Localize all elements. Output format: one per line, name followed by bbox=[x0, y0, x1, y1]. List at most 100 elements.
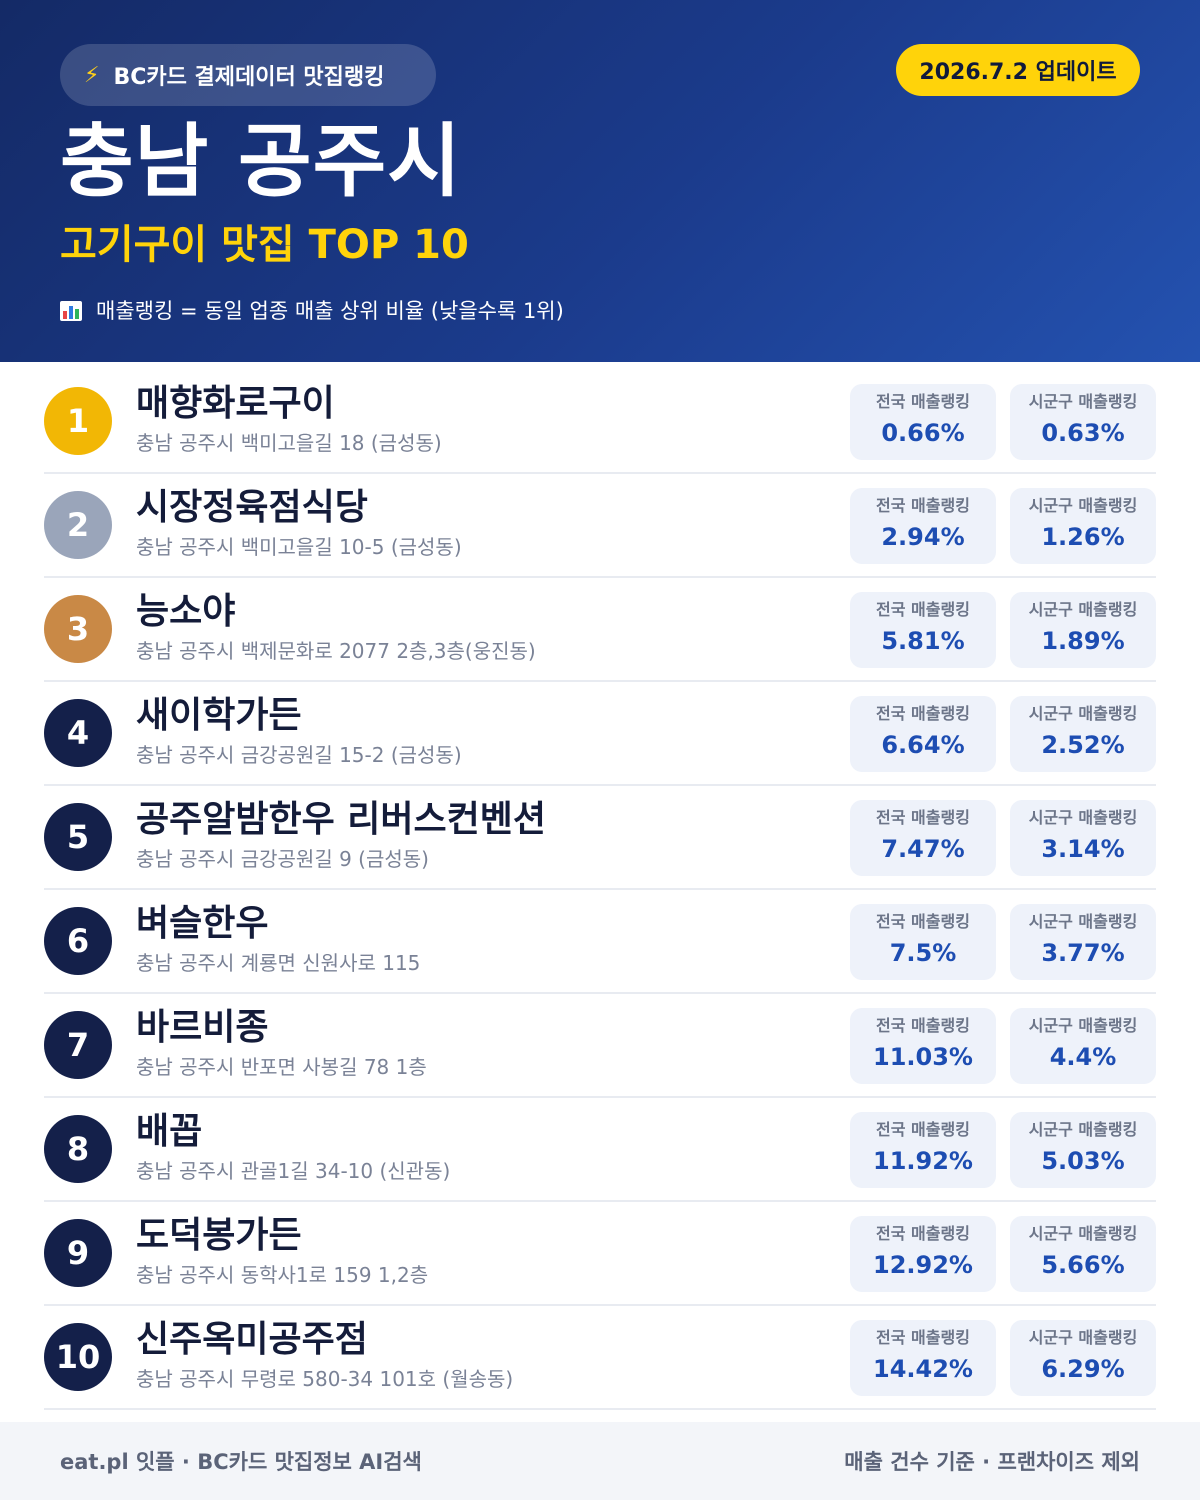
local-rank-value: 6.29% bbox=[1041, 1355, 1125, 1383]
list-item[interactable]: 3 능소야 충남 공주시 백제문화로 2077 2층,3층(웅진동) 전국 매출… bbox=[44, 578, 1156, 682]
restaurant-name: 시장정육점식당 bbox=[136, 487, 368, 528]
local-rank-card: 시군구 매출랭킹 3.77% bbox=[1010, 904, 1156, 980]
rank-badge: 10 bbox=[44, 1323, 112, 1391]
national-rank-label: 전국 매출랭킹 bbox=[876, 1016, 970, 1035]
restaurant-address: 충남 공주시 동학사1로 159 1,2층 bbox=[136, 1263, 429, 1287]
national-rank-value: 2.94% bbox=[881, 523, 965, 551]
local-rank-card: 시군구 매출랭킹 5.66% bbox=[1010, 1216, 1156, 1292]
restaurant-address: 충남 공주시 반포면 사봉길 78 1층 bbox=[136, 1055, 427, 1079]
national-rank-card: 전국 매출랭킹 12.92% bbox=[850, 1216, 996, 1292]
local-rank-label: 시군구 매출랭킹 bbox=[1028, 392, 1138, 411]
update-badge: 2026.7.2 업데이트 bbox=[896, 44, 1140, 96]
national-rank-value: 12.92% bbox=[873, 1251, 973, 1279]
restaurant-name: 새이학가든 bbox=[136, 695, 302, 736]
list-item[interactable]: 1 매향화로구이 충남 공주시 백미고을길 18 (금성동) 전국 매출랭킹 0… bbox=[44, 370, 1156, 474]
restaurant-name: 벼슬한우 bbox=[136, 903, 269, 944]
footer-criteria: 매출 건수 기준 · 프랜차이즈 제외 bbox=[844, 1450, 1140, 1474]
local-rank-label: 시군구 매출랭킹 bbox=[1028, 496, 1138, 515]
national-rank-card: 전국 매출랭킹 11.03% bbox=[850, 1008, 996, 1084]
local-rank-value: 1.89% bbox=[1041, 627, 1125, 655]
national-rank-card: 전국 매출랭킹 14.42% bbox=[850, 1320, 996, 1396]
list-item[interactable]: 10 신주옥미공주점 충남 공주시 무령로 580-34 101호 (월송동) … bbox=[44, 1306, 1156, 1410]
list-item[interactable]: 5 공주알밤한우 리버스컨벤션 충남 공주시 금강공원길 9 (금성동) 전국 … bbox=[44, 786, 1156, 890]
brand-label: BC카드 결제데이터 맛집랭킹 bbox=[113, 65, 385, 90]
local-rank-value: 5.66% bbox=[1041, 1251, 1125, 1279]
national-rank-value: 7.47% bbox=[881, 835, 965, 863]
rank-badge: 4 bbox=[44, 699, 112, 767]
restaurant-name: 배꼽 bbox=[136, 1111, 203, 1152]
local-rank-value: 0.63% bbox=[1041, 419, 1125, 447]
national-rank-label: 전국 매출랭킹 bbox=[876, 1328, 970, 1347]
local-rank-label: 시군구 매출랭킹 bbox=[1028, 808, 1138, 827]
local-rank-label: 시군구 매출랭킹 bbox=[1028, 1120, 1138, 1139]
ranking-note-text: 매출랭킹 = 동일 업종 매출 상위 비율 (낮을수록 1위) bbox=[96, 299, 564, 323]
bar-chart-icon bbox=[60, 301, 82, 321]
local-rank-card: 시군구 매출랭킹 0.63% bbox=[1010, 384, 1156, 460]
local-rank-value: 3.14% bbox=[1041, 835, 1125, 863]
national-rank-label: 전국 매출랭킹 bbox=[876, 496, 970, 515]
restaurant-address: 충남 공주시 백미고을길 10-5 (금성동) bbox=[136, 535, 462, 559]
local-rank-value: 3.77% bbox=[1041, 939, 1125, 967]
national-rank-value: 11.03% bbox=[873, 1043, 973, 1071]
national-rank-card: 전국 매출랭킹 6.64% bbox=[850, 696, 996, 772]
lightning-icon: ⚡ bbox=[84, 62, 100, 88]
local-rank-label: 시군구 매출랭킹 bbox=[1028, 1016, 1138, 1035]
national-rank-card: 전국 매출랭킹 0.66% bbox=[850, 384, 996, 460]
national-rank-label: 전국 매출랭킹 bbox=[876, 808, 970, 827]
rank-badge: 6 bbox=[44, 907, 112, 975]
restaurant-name: 신주옥미공주점 bbox=[136, 1319, 368, 1360]
list-item[interactable]: 9 도덕봉가든 충남 공주시 동학사1로 159 1,2층 전국 매출랭킹 12… bbox=[44, 1202, 1156, 1306]
national-rank-card: 전국 매출랭킹 7.47% bbox=[850, 800, 996, 876]
national-rank-value: 11.92% bbox=[873, 1147, 973, 1175]
national-rank-card: 전국 매출랭킹 5.81% bbox=[850, 592, 996, 668]
restaurant-name: 능소야 bbox=[136, 591, 236, 632]
restaurant-name: 공주알밤한우 리버스컨벤션 bbox=[136, 799, 546, 840]
page-subtitle: 고기구이 맛집 TOP 10 bbox=[60, 222, 469, 268]
national-rank-card: 전국 매출랭킹 11.92% bbox=[850, 1112, 996, 1188]
restaurant-address: 충남 공주시 백제문화로 2077 2층,3층(웅진동) bbox=[136, 639, 536, 663]
rank-badge: 2 bbox=[44, 491, 112, 559]
list-item[interactable]: 4 새이학가든 충남 공주시 금강공원길 15-2 (금성동) 전국 매출랭킹 … bbox=[44, 682, 1156, 786]
local-rank-card: 시군구 매출랭킹 1.89% bbox=[1010, 592, 1156, 668]
footer: eat.pl 잇플 · BC카드 맛집정보 AI검색 매출 건수 기준 · 프랜… bbox=[0, 1422, 1200, 1500]
restaurant-address: 충남 공주시 관골1길 34-10 (신관동) bbox=[136, 1159, 451, 1183]
restaurant-name: 바르비종 bbox=[136, 1007, 269, 1048]
restaurant-address: 충남 공주시 백미고을길 18 (금성동) bbox=[136, 431, 442, 455]
national-rank-label: 전국 매출랭킹 bbox=[876, 912, 970, 931]
national-rank-label: 전국 매출랭킹 bbox=[876, 1224, 970, 1243]
local-rank-card: 시군구 매출랭킹 2.52% bbox=[1010, 696, 1156, 772]
national-rank-value: 7.5% bbox=[889, 939, 957, 967]
restaurant-address: 충남 공주시 계룡면 신원사로 115 bbox=[136, 951, 421, 975]
list-item[interactable]: 2 시장정육점식당 충남 공주시 백미고을길 10-5 (금성동) 전국 매출랭… bbox=[44, 474, 1156, 578]
local-rank-card: 시군구 매출랭킹 4.4% bbox=[1010, 1008, 1156, 1084]
national-rank-label: 전국 매출랭킹 bbox=[876, 1120, 970, 1139]
header: ⚡ BC카드 결제데이터 맛집랭킹 2026.7.2 업데이트 충남 공주시 고… bbox=[0, 0, 1200, 362]
local-rank-card: 시군구 매출랭킹 5.03% bbox=[1010, 1112, 1156, 1188]
rank-badge: 3 bbox=[44, 595, 112, 663]
list-item[interactable]: 7 바르비종 충남 공주시 반포면 사봉길 78 1층 전국 매출랭킹 11.0… bbox=[44, 994, 1156, 1098]
restaurant-address: 충남 공주시 금강공원길 15-2 (금성동) bbox=[136, 743, 462, 767]
national-rank-label: 전국 매출랭킹 bbox=[876, 392, 970, 411]
local-rank-label: 시군구 매출랭킹 bbox=[1028, 704, 1138, 723]
list-item[interactable]: 8 배꼽 충남 공주시 관골1길 34-10 (신관동) 전국 매출랭킹 11.… bbox=[44, 1098, 1156, 1202]
rank-badge: 5 bbox=[44, 803, 112, 871]
brand-pill: ⚡ BC카드 결제데이터 맛집랭킹 bbox=[60, 44, 436, 106]
national-rank-card: 전국 매출랭킹 7.5% bbox=[850, 904, 996, 980]
local-rank-value: 5.03% bbox=[1041, 1147, 1125, 1175]
ranking-note: 매출랭킹 = 동일 업종 매출 상위 비율 (낮을수록 1위) bbox=[60, 296, 564, 326]
rank-badge: 8 bbox=[44, 1115, 112, 1183]
local-rank-value: 4.4% bbox=[1049, 1043, 1117, 1071]
local-rank-value: 1.26% bbox=[1041, 523, 1125, 551]
ranking-list: 1 매향화로구이 충남 공주시 백미고을길 18 (금성동) 전국 매출랭킹 0… bbox=[44, 370, 1156, 1410]
local-rank-label: 시군구 매출랭킹 bbox=[1028, 912, 1138, 931]
restaurant-address: 충남 공주시 금강공원길 9 (금성동) bbox=[136, 847, 429, 871]
local-rank-label: 시군구 매출랭킹 bbox=[1028, 1328, 1138, 1347]
local-rank-label: 시군구 매출랭킹 bbox=[1028, 1224, 1138, 1243]
national-rank-value: 6.64% bbox=[881, 731, 965, 759]
rank-badge: 1 bbox=[44, 387, 112, 455]
page-title: 충남 공주시 bbox=[60, 115, 462, 208]
local-rank-card: 시군구 매출랭킹 6.29% bbox=[1010, 1320, 1156, 1396]
rank-badge: 9 bbox=[44, 1219, 112, 1287]
restaurant-name: 도덕봉가든 bbox=[136, 1215, 302, 1256]
list-item[interactable]: 6 벼슬한우 충남 공주시 계룡면 신원사로 115 전국 매출랭킹 7.5% … bbox=[44, 890, 1156, 994]
